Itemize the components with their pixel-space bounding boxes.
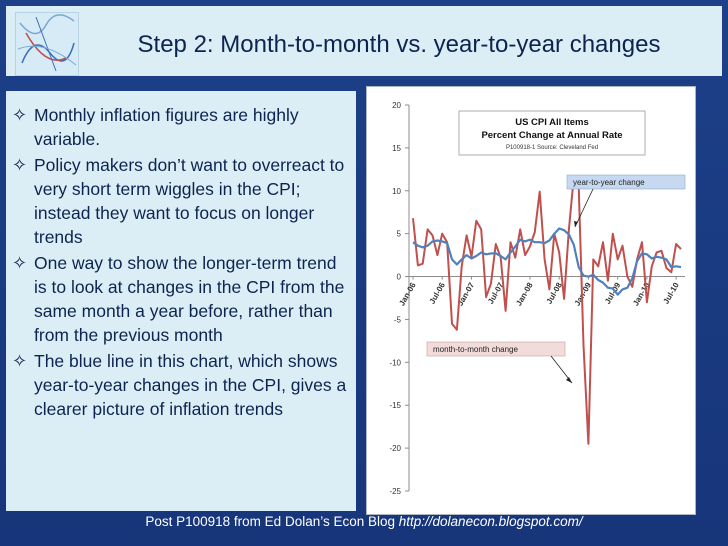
month-to-month-line: [412, 176, 682, 445]
x-tick-label: Jan-08: [514, 281, 535, 308]
y-tick-label: 20: [392, 101, 401, 110]
y-tick-label: -20: [389, 444, 401, 453]
x-tick-label: Jul-06: [428, 281, 448, 306]
footer: Post P100918 from Ed Dolan’s Econ Blog h…: [0, 514, 728, 529]
bullet-item: ✧ The blue line in this chart, which show…: [10, 349, 350, 421]
x-tick-label: Jul-08: [545, 281, 565, 306]
blog-logo-icon: [15, 12, 79, 76]
y-tick-label: -5: [394, 315, 402, 324]
year-to-year-line: [412, 227, 682, 296]
bullet-text: The blue line in this chart, which shows…: [34, 351, 347, 419]
bullet-text: One way to show the longer-term trend is…: [34, 253, 345, 345]
bullet-item: ✧ Monthly inflation figures are highly va…: [10, 103, 350, 151]
logo-graphic: [16, 13, 78, 75]
chart-subtitle: Percent Change at Annual Rate: [481, 130, 622, 141]
year-arrow: [574, 188, 594, 228]
bullet-item: ✧ One way to show the longer-term trend i…: [10, 251, 350, 347]
cpi-chart: 20 15 10 5 0 -5 -10 -15 -20 -25 Jan-06 Jul-06 Jan-07…: [366, 86, 696, 515]
y-tick-label: 10: [392, 187, 401, 196]
year-arrow-head: [574, 221, 578, 227]
bullet-text: Policy makers don’t want to overreact to…: [34, 155, 345, 247]
year-label: year-to-year change: [573, 178, 645, 187]
y-tick-label: -15: [389, 401, 401, 410]
y-tick-label: 0: [397, 273, 402, 282]
footer-link[interactable]: http://dolanecon.blogspot.com/: [398, 514, 583, 529]
x-tick-label: Jul-10: [662, 281, 682, 306]
bullet-panel: ✧ Monthly inflation figures are highly va…: [6, 91, 356, 511]
footer-text: Post P100918 from Ed Dolan’s Econ Blog: [145, 514, 399, 529]
y-tick-label: -10: [389, 358, 401, 367]
month-label: month-to-month change: [433, 345, 518, 354]
y-tick-label: -25: [389, 487, 401, 496]
y-tick-label: 5: [397, 230, 402, 239]
bullet-item: ✧ Policy makers don’t want to overreact t…: [10, 153, 350, 249]
bullet-list: ✧ Monthly inflation figures are highly va…: [6, 91, 356, 421]
month-label-box: [426, 341, 566, 357]
four-point-star-icon: ✧: [12, 253, 28, 273]
y-tick-label: 15: [392, 144, 401, 153]
slide-title: Step 2: Month-to-month vs. year-to-year …: [137, 31, 661, 58]
chart-title-box: [458, 110, 646, 156]
year-label-box: [566, 174, 686, 190]
chart-title: US CPI All Items: [515, 117, 589, 128]
bullet-text: Monthly inflation figures are highly var…: [34, 105, 299, 149]
month-arrow-head: [566, 377, 572, 383]
chart-source: P100918-1 Source: Cleveland Fed: [506, 145, 598, 151]
x-tick-label: Jan-06: [397, 281, 418, 308]
title-bar: Step 2: Month-to-month vs. year-to-year …: [6, 6, 722, 76]
four-point-star-icon: ✧: [12, 351, 28, 371]
four-point-star-icon: ✧: [12, 155, 28, 175]
four-point-star-icon: ✧: [12, 105, 28, 125]
